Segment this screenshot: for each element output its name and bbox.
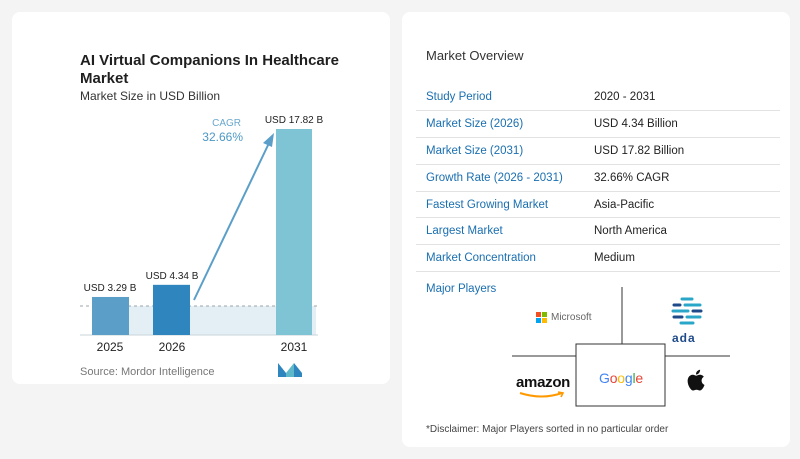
microsoft-name: Microsoft (551, 312, 592, 323)
chart-subtitle: Market Size in USD Billion (80, 89, 221, 103)
amazon-smile-icon (519, 391, 565, 398)
bar-2026 (153, 284, 190, 335)
overview-title: Market Overview (426, 48, 524, 63)
overview-row-value: North America (584, 217, 780, 246)
source-text: Source: Mordor Intelligence (80, 366, 215, 378)
overview-row-value: USD 4.34 Billion (584, 110, 780, 139)
overview-row-label: Market Size (2031) (416, 137, 584, 165)
overview-row: Fastest Growing Market Asia-Pacific (416, 191, 780, 219)
overview-row-label: Market Concentration (416, 244, 584, 273)
overview-row: Market Size (2026) USD 4.34 Billion (416, 110, 780, 139)
overview-row: Market Size (2031) USD 17.82 Billion (416, 137, 780, 165)
overview-row-value: USD 17.82 Billion (584, 137, 780, 165)
x-tick-label: 2031 (281, 340, 308, 354)
mordor-logo-icon (278, 363, 302, 377)
overview-row-label: Largest Market (416, 217, 584, 246)
bar-2031 (276, 129, 312, 335)
amazon-logo: amazon (516, 374, 571, 398)
overview-row: Market Concentration Medium (416, 244, 780, 273)
overview-row-value: Asia-Pacific (584, 191, 780, 219)
bar-value-label: USD 17.82 B (265, 115, 324, 126)
overview-row-value: Medium (584, 244, 780, 273)
ada-name: ada (672, 331, 696, 345)
cagr-value: 32.66% (202, 130, 243, 144)
overview-row-label: Fastest Growing Market (416, 191, 584, 219)
microsoft-logo: Microsoft (536, 312, 592, 323)
cagr-label: CAGR (212, 118, 241, 129)
x-tick-label: 2026 (159, 340, 186, 354)
apple-logo-icon (687, 369, 705, 391)
amazon-name: amazon (516, 374, 571, 391)
overview-row: Largest Market North America (416, 217, 780, 246)
cagr-arrow-head (263, 133, 274, 147)
chart-title: AI Virtual Companions In Healthcare Mark… (80, 52, 339, 87)
google-logo: Google (599, 370, 643, 386)
major-players-label: Major Players (426, 283, 497, 295)
bar-value-label: USD 4.34 B (146, 271, 199, 282)
overview-table: Study Period 2020 - 2031 Market Size (2026… (416, 84, 780, 273)
microsoft-grid-icon (536, 312, 547, 323)
ada-dots-icon (671, 297, 703, 325)
cagr-arrow (193, 140, 271, 301)
overview-row-label: Market Size (2026) (416, 110, 584, 139)
overview-row-value: 32.66% CAGR (584, 164, 780, 192)
bar-2025 (92, 296, 129, 335)
overview-row-value: 2020 - 2031 (584, 84, 780, 112)
x-tick-label: 2025 (97, 340, 124, 354)
overview-row: Study Period 2020 - 2031 (416, 84, 780, 112)
disclaimer-text: *Disclaimer: Major Players sorted in no … (426, 424, 669, 435)
overview-row: Growth Rate (2026 - 2031) 32.66% CAGR (416, 164, 780, 192)
bar-chart: USD 3.29 B 2025 USD 4.34 B 2026 USD 17.82 B 2… (80, 115, 324, 354)
overview-row-label: Study Period (416, 84, 584, 112)
bar-value-label: USD 3.29 B (84, 283, 137, 294)
overview-row-label: Growth Rate (2026 - 2031) (416, 164, 584, 192)
